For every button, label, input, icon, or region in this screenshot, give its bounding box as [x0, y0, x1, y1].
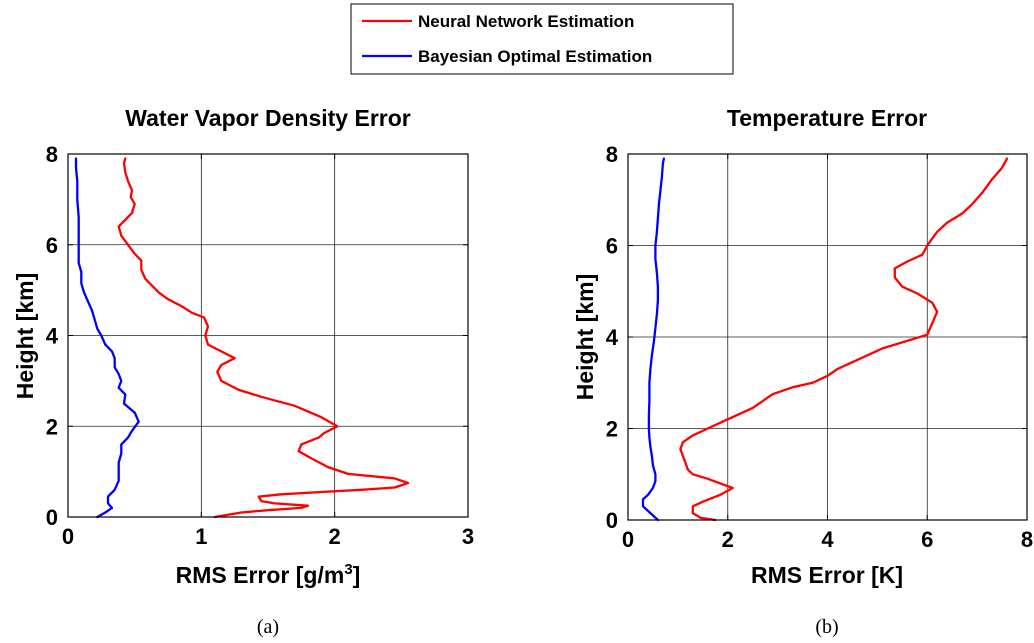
series-water-vapor: [74, 157, 410, 519]
y-tick-label-temperature: 2: [606, 417, 618, 442]
x-axis-label-water-vapor: RMS Error [g/m3]: [176, 561, 361, 588]
x-tick-label-water-vapor: 0: [62, 524, 74, 549]
x-tick-label-temperature: 4: [821, 527, 834, 552]
series-line-bayesian-temperature: [641, 157, 666, 522]
y-axis-label-water-vapor: Height [km]: [12, 273, 38, 400]
y-tick-label-water-vapor: 2: [46, 414, 58, 439]
x-tick-label-water-vapor: 2: [329, 524, 341, 549]
series-line-neural-network-water-vapor: [117, 157, 410, 519]
y-tick-label-water-vapor: 8: [46, 142, 58, 167]
x-tick-label-temperature: 8: [1021, 527, 1033, 552]
series-line-bayesian-water-vapor: [74, 157, 140, 519]
caption-a: (a): [257, 616, 279, 638]
y-tick-label-temperature: 0: [606, 508, 618, 533]
panel-temperature: Temperature Error 0 2 4 6 8 0 2 4 6 8 RMS Error […: [572, 105, 1033, 638]
ticks-temperature: 0 2 4 6 8 0 2 4 6 8: [606, 142, 1033, 552]
ticks-water-vapor: 0 1 2 3 0 2 4 6 8: [46, 142, 474, 549]
x-tick-label-water-vapor: 3: [462, 524, 474, 549]
grid-water-vapor: [67, 153, 469, 518]
series-temperature: [641, 157, 1009, 522]
caption-b: (b): [815, 616, 838, 638]
series-line-neural-network-temperature: [679, 157, 1009, 522]
y-tick-label-temperature: 6: [606, 234, 618, 259]
legend: Neural Network Estimation Bayesian Optim…: [350, 3, 734, 75]
x-axis-label-superscript: 3: [344, 561, 352, 578]
y-tick-label-water-vapor: 0: [46, 505, 58, 530]
y-tick-label-water-vapor: 6: [46, 233, 58, 258]
y-tick-label-temperature: 4: [606, 325, 619, 350]
legend-label-neural-network: Neural Network Estimation: [418, 12, 634, 31]
y-axis-label-temperature: Height [km]: [572, 274, 598, 401]
x-tick-label-temperature: 0: [622, 527, 634, 552]
legend-box: [350, 3, 734, 75]
x-tick-label-water-vapor: 1: [195, 524, 207, 549]
chart-title-water-vapor: Water Vapor Density Error: [125, 105, 411, 131]
y-tick-label-temperature: 8: [606, 142, 618, 167]
chart-title-temperature: Temperature Error: [727, 105, 927, 131]
y-tick-label-water-vapor: 4: [46, 324, 59, 349]
x-axis-label-temperature: RMS Error [K]: [751, 562, 903, 588]
legend-label-bayesian: Bayesian Optimal Estimation: [418, 47, 652, 66]
x-tick-label-temperature: 2: [722, 527, 734, 552]
x-tick-label-temperature: 6: [921, 527, 933, 552]
